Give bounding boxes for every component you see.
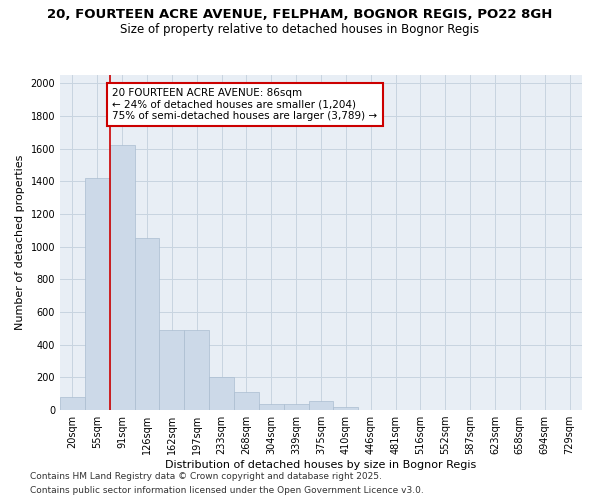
Bar [234,392,259,410]
X-axis label: Distribution of detached houses by size in Bognor Regis: Distribution of detached houses by size … [166,460,476,470]
Bar [60,397,85,410]
Y-axis label: Number of detached properties: Number of detached properties [15,155,25,330]
Bar [160,330,184,410]
Bar [334,406,358,410]
Bar [85,178,110,410]
Text: Contains public sector information licensed under the Open Government Licence v3: Contains public sector information licen… [30,486,424,495]
Bar [134,238,160,410]
Text: Contains HM Land Registry data © Crown copyright and database right 2025.: Contains HM Land Registry data © Crown c… [30,472,382,481]
Bar [184,330,209,410]
Text: 20, FOURTEEN ACRE AVENUE, FELPHAM, BOGNOR REGIS, PO22 8GH: 20, FOURTEEN ACRE AVENUE, FELPHAM, BOGNO… [47,8,553,20]
Bar [284,404,308,410]
Text: Size of property relative to detached houses in Bognor Regis: Size of property relative to detached ho… [121,22,479,36]
Bar [110,146,134,410]
Bar [209,378,234,410]
Bar [259,404,284,410]
Text: 20 FOURTEEN ACRE AVENUE: 86sqm
← 24% of detached houses are smaller (1,204)
75% : 20 FOURTEEN ACRE AVENUE: 86sqm ← 24% of … [112,88,377,122]
Bar [308,401,334,410]
